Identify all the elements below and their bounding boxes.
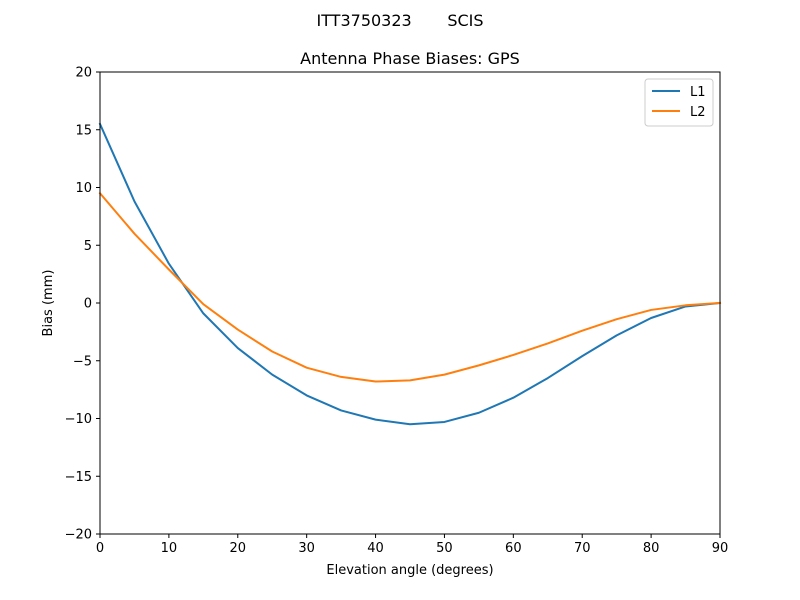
y-tick-label: 15: [75, 123, 92, 138]
x-tick-label: 40: [367, 541, 384, 556]
series-line-l2: [98, 191, 722, 383]
x-tick-label: 70: [574, 541, 591, 556]
legend-label-l2: L2: [690, 105, 706, 120]
y-axis-label: Bias (mm): [41, 270, 56, 337]
legend-label-l1: L1: [690, 85, 706, 100]
x-axis-ticks: 0 10 20 30 40 50 60 70 80 90: [96, 534, 728, 556]
x-tick-label: 60: [505, 541, 522, 556]
y-axis-ticks: −20 −15 −10 −5 0 5 10 15 20: [65, 66, 100, 543]
y-tick-label: 0: [84, 297, 92, 312]
y-tick-label: 5: [84, 239, 92, 254]
x-tick-label: 10: [161, 541, 178, 556]
y-tick-label: 10: [75, 181, 92, 196]
figure-suptitle: ITT3750323 SCIS: [316, 11, 483, 30]
x-tick-label: 0: [96, 541, 104, 556]
x-tick-label: 80: [643, 541, 660, 556]
x-tick-label: 20: [230, 541, 247, 556]
x-tick-label: 30: [298, 541, 315, 556]
y-tick-label: 20: [75, 66, 92, 81]
legend: L1 L2: [644, 78, 714, 127]
series-line-l1: [98, 122, 722, 426]
y-tick-label: −5: [73, 354, 92, 369]
plot-area: [99, 71, 721, 535]
series-layer: [98, 122, 722, 426]
x-tick-label: 50: [436, 541, 453, 556]
y-tick-label: −15: [65, 470, 92, 485]
x-tick-label: 90: [712, 541, 729, 556]
y-tick-label: −10: [65, 412, 92, 427]
chart-title: Antenna Phase Biases: GPS: [300, 49, 520, 68]
x-axis-label: Elevation angle (degrees): [326, 563, 493, 578]
y-tick-label: −20: [65, 528, 92, 543]
